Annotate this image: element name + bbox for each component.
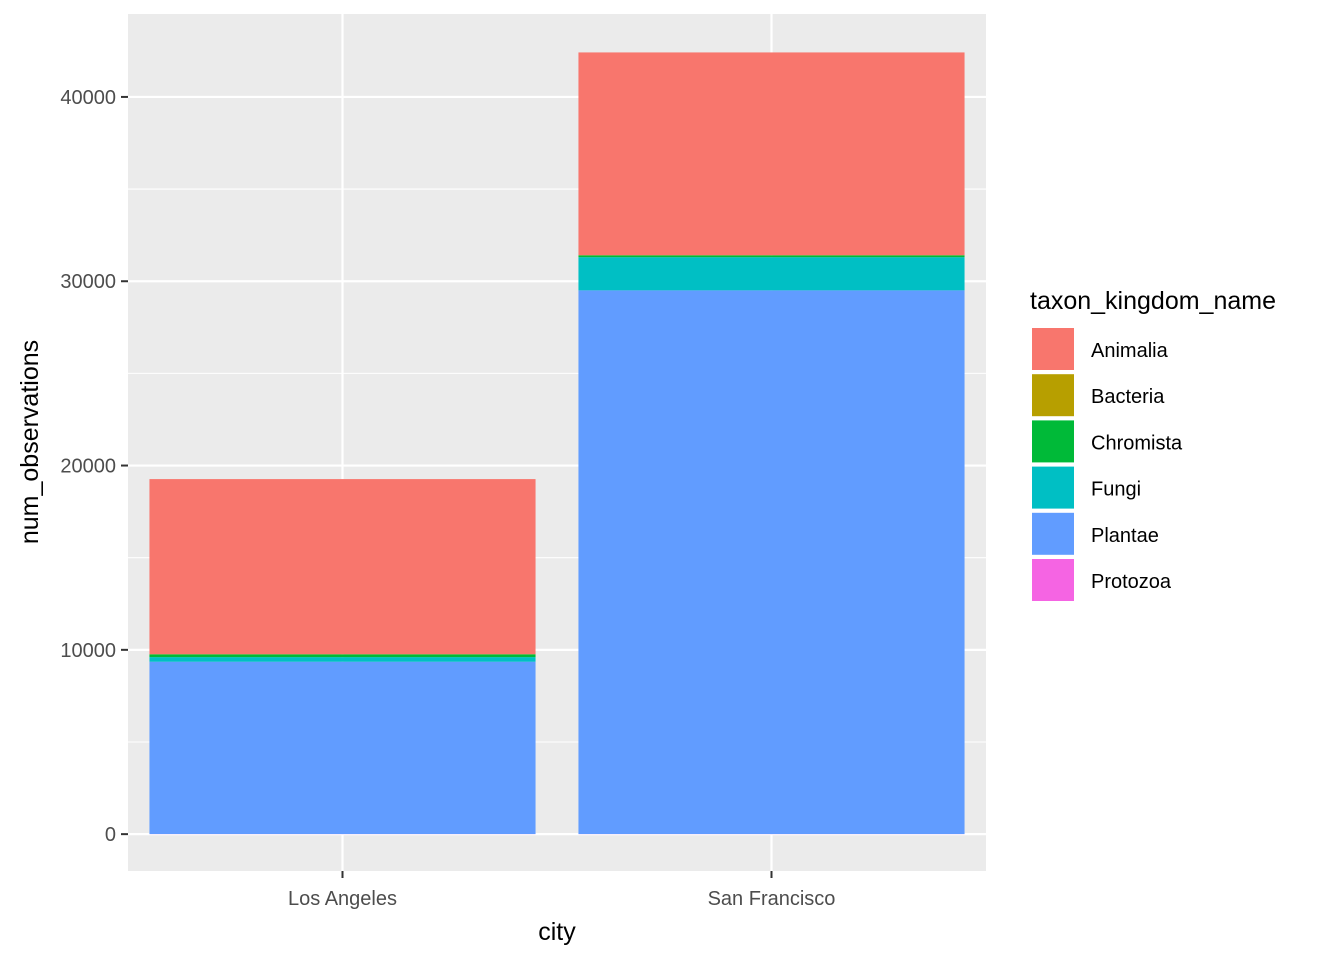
x-tick-label: Los Angeles [288, 888, 397, 910]
legend-label: Animalia [1091, 340, 1169, 362]
legend-key-plantae [1032, 512, 1074, 555]
bar-segment-chromista [149, 654, 536, 658]
legend-key-protozoa [1032, 559, 1074, 601]
legend-label: Bacteria [1091, 386, 1165, 408]
bar-segment-animalia [578, 52, 965, 256]
y-tick-label: 10000 [60, 640, 116, 662]
bar-segment-plantae [578, 290, 965, 835]
legend: taxon_kingdom_name Animalia Bacteria Chrom… [1030, 287, 1276, 601]
y-tick-label: 40000 [60, 87, 116, 109]
legend-key-chromista [1032, 420, 1074, 463]
bar-segment-chromista [578, 255, 965, 258]
x-axis: Los Angeles San Francisco [288, 871, 835, 910]
bar-segment-plantae [149, 661, 536, 835]
legend-key-fungi [1032, 466, 1074, 509]
bar-segment-fungi [149, 657, 536, 662]
y-axis: 0 10000 20000 30000 40000 [60, 87, 128, 846]
bar-segment-animalia [149, 479, 536, 655]
x-tick-label: San Francisco [708, 888, 836, 910]
y-axis-title: num_observations [16, 340, 44, 544]
x-axis-title: city [538, 918, 576, 946]
y-tick-label: 0 [105, 824, 116, 846]
legend-key-bacteria [1032, 374, 1074, 417]
legend-label: Fungi [1091, 479, 1141, 501]
bar-segments [149, 52, 965, 835]
legend-label: Plantae [1091, 525, 1159, 547]
legend-label: Chromista [1091, 432, 1183, 454]
y-tick-label: 20000 [60, 456, 116, 478]
y-tick-label: 30000 [60, 271, 116, 293]
legend-label: Protozoa [1091, 571, 1172, 593]
bar-segment-fungi [578, 257, 965, 291]
legend-title: taxon_kingdom_name [1030, 287, 1276, 315]
legend-key-animalia [1032, 328, 1074, 370]
